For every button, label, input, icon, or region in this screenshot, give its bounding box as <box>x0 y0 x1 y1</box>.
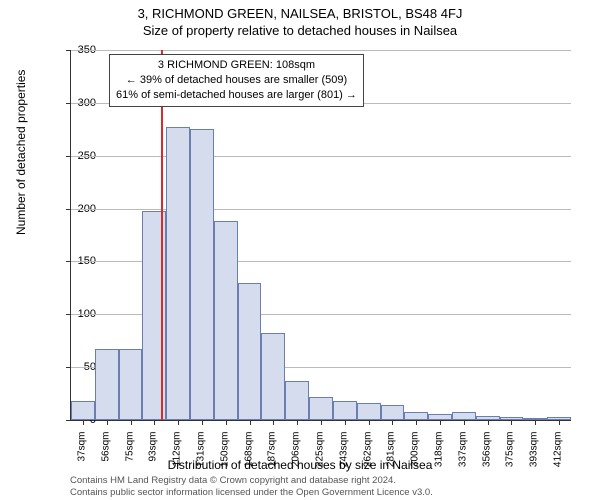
y-axis-label: Number of detached properties <box>14 70 28 235</box>
histogram-bar <box>428 414 452 420</box>
annotation-line: ← 39% of detached houses are smaller (50… <box>116 73 357 88</box>
x-tick-mark <box>535 420 536 425</box>
annotation-line: 3 RICHMOND GREEN: 108sqm <box>116 58 357 73</box>
histogram-bar <box>285 381 309 420</box>
x-tick-label: 150sqm <box>219 432 230 482</box>
grid-line <box>71 209 571 210</box>
x-tick-label: 93sqm <box>148 432 159 482</box>
x-tick-label: 112sqm <box>172 432 183 482</box>
histogram-bar <box>214 221 238 420</box>
histogram-bar <box>404 412 428 420</box>
x-tick-mark <box>464 420 465 425</box>
x-tick-label: 281sqm <box>386 432 397 482</box>
histogram-bar <box>238 283 262 420</box>
x-tick-label: 300sqm <box>410 432 421 482</box>
histogram-bar <box>547 417 571 420</box>
histogram-bar <box>190 129 214 420</box>
histogram-bar <box>71 401 95 420</box>
x-tick-mark <box>297 420 298 425</box>
x-tick-label: 131sqm <box>195 432 206 482</box>
x-tick-label: 337sqm <box>457 432 468 482</box>
x-tick-label: 356sqm <box>481 432 492 482</box>
x-tick-mark <box>345 420 346 425</box>
x-tick-mark <box>202 420 203 425</box>
x-tick-mark <box>178 420 179 425</box>
x-tick-mark <box>250 420 251 425</box>
x-tick-mark <box>131 420 132 425</box>
title-main: 3, RICHMOND GREEN, NAILSEA, BRISTOL, BS4… <box>0 0 600 21</box>
x-tick-label: 206sqm <box>291 432 302 482</box>
x-tick-mark <box>369 420 370 425</box>
grid-line <box>71 156 571 157</box>
x-tick-mark <box>511 420 512 425</box>
histogram-bar <box>95 349 119 420</box>
chart-container: 3, RICHMOND GREEN, NAILSEA, BRISTOL, BS4… <box>0 0 600 500</box>
x-tick-label: 393sqm <box>529 432 540 482</box>
x-tick-mark <box>416 420 417 425</box>
x-tick-label: 75sqm <box>124 432 135 482</box>
annotation-box: 3 RICHMOND GREEN: 108sqm← 39% of detache… <box>109 54 364 107</box>
histogram-bar <box>381 405 405 420</box>
histogram-bar <box>523 418 547 420</box>
x-tick-mark <box>488 420 489 425</box>
histogram-bar <box>166 127 190 420</box>
grid-line <box>71 50 571 51</box>
histogram-bar <box>309 397 333 420</box>
plot-area: 3 RICHMOND GREEN: 108sqm← 39% of detache… <box>70 50 571 421</box>
annotation-line: 61% of semi-detached houses are larger (… <box>116 88 357 103</box>
x-tick-label: 187sqm <box>267 432 278 482</box>
x-tick-mark <box>273 420 274 425</box>
histogram-bar <box>119 349 143 420</box>
x-tick-label: 375sqm <box>505 432 516 482</box>
histogram-bar <box>476 416 500 420</box>
x-tick-label: 243sqm <box>338 432 349 482</box>
x-tick-mark <box>440 420 441 425</box>
title-sub: Size of property relative to detached ho… <box>0 21 600 38</box>
x-tick-mark <box>154 420 155 425</box>
x-tick-label: 318sqm <box>434 432 445 482</box>
x-tick-mark <box>392 420 393 425</box>
histogram-bar <box>357 403 381 420</box>
x-tick-label: 56sqm <box>100 432 111 482</box>
x-tick-label: 37sqm <box>76 432 87 482</box>
histogram-bar <box>333 401 357 420</box>
x-tick-mark <box>321 420 322 425</box>
x-tick-mark <box>107 420 108 425</box>
x-tick-mark <box>226 420 227 425</box>
x-tick-label: 262sqm <box>362 432 373 482</box>
footer-line-2: Contains public sector information licen… <box>70 487 433 498</box>
x-tick-mark <box>559 420 560 425</box>
x-tick-label: 225sqm <box>315 432 326 482</box>
x-tick-label: 168sqm <box>243 432 254 482</box>
histogram-bar <box>500 417 524 420</box>
x-tick-label: 412sqm <box>553 432 564 482</box>
histogram-bar <box>452 412 476 420</box>
histogram-bar <box>261 333 285 420</box>
